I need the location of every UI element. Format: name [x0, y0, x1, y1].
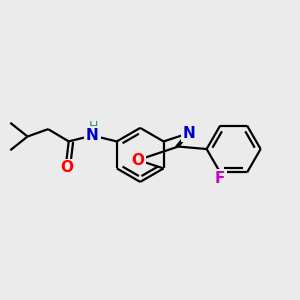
Text: F: F: [215, 171, 225, 186]
Text: N: N: [183, 126, 196, 141]
Text: N: N: [86, 128, 99, 143]
Text: H: H: [88, 120, 98, 133]
Text: O: O: [60, 160, 73, 175]
Text: O: O: [131, 153, 144, 168]
